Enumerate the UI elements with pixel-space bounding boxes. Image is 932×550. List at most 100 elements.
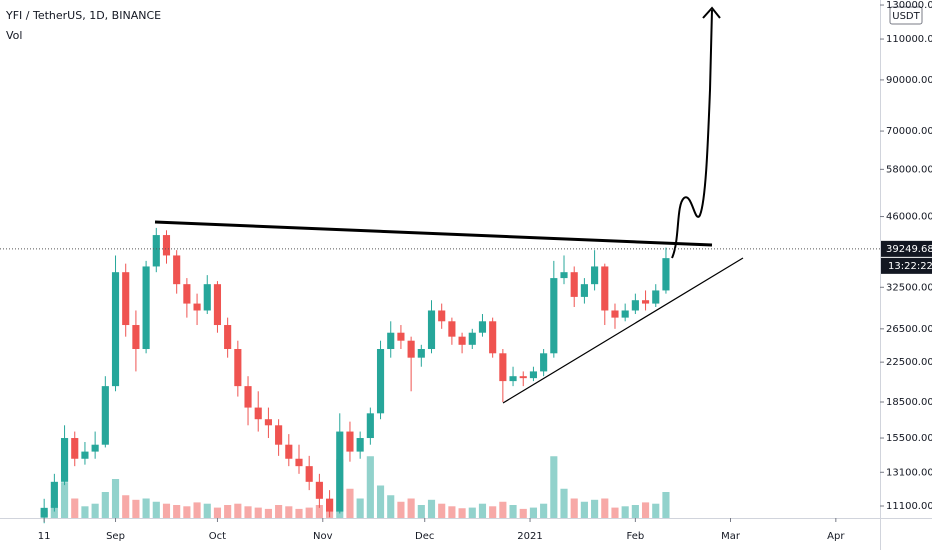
y-tick-label: 110000.00	[886, 34, 932, 45]
x-tick-label: Dec	[415, 531, 434, 542]
candle-body	[366, 413, 374, 439]
volume-bar	[81, 506, 89, 518]
countdown-box	[881, 257, 932, 274]
candle-body	[601, 266, 609, 311]
currency: USDT	[892, 11, 920, 22]
candle-body	[224, 325, 232, 350]
x-tick-label: Oct	[209, 531, 226, 542]
volume-bar	[417, 505, 425, 518]
candle-body	[580, 284, 588, 297]
candle-body	[71, 438, 79, 459]
candle-body	[631, 300, 639, 311]
candle-body	[499, 353, 507, 382]
x-tick-label: Apr	[827, 531, 845, 542]
volume-bar	[315, 505, 323, 518]
candle-body	[387, 332, 395, 350]
candle-body	[438, 310, 446, 322]
candle-body	[40, 507, 48, 518]
volume-bar	[132, 499, 140, 518]
volume-bar	[285, 506, 293, 518]
candle-body	[468, 332, 476, 345]
volume-bar	[162, 503, 171, 518]
candle-body	[244, 386, 252, 408]
candle-body	[550, 278, 558, 354]
y-tick-label: 22500.00	[886, 357, 932, 368]
candle-body	[234, 349, 242, 387]
countdown: 13:22:22	[888, 261, 932, 272]
candle-body	[652, 290, 660, 304]
candle-body	[264, 419, 272, 426]
volume-bar	[356, 498, 364, 518]
volume-bar	[183, 506, 191, 518]
volume-bar	[173, 505, 181, 518]
candle-body	[254, 407, 262, 420]
volume-bar	[641, 502, 650, 518]
candle-body	[427, 310, 436, 350]
candle-body	[111, 272, 120, 387]
volume-bar	[601, 498, 609, 518]
arrow-head	[702, 6, 721, 19]
candle-body	[448, 321, 456, 337]
volume-bar	[591, 499, 599, 518]
candle-body	[101, 386, 109, 445]
candle-body	[458, 336, 466, 345]
volume-bar	[234, 503, 242, 518]
volume-bar	[275, 505, 283, 518]
candle-body	[326, 498, 334, 512]
volume-bar	[346, 488, 354, 518]
y-tick-label: 18500.00	[886, 397, 932, 408]
volume-bar	[448, 506, 456, 518]
projection-arrow	[671, 9, 713, 259]
volume-bar	[91, 503, 99, 518]
volume-bar	[152, 501, 160, 518]
x-tick-label: Nov	[313, 531, 333, 542]
volume-label: Vol	[6, 29, 22, 42]
candle-body	[162, 235, 171, 256]
currency-box	[889, 6, 923, 25]
volume-bar	[111, 479, 120, 518]
candle-body	[50, 481, 58, 508]
volume-bar	[570, 498, 578, 518]
x-tick-label: Mar	[721, 531, 741, 542]
y-tick-label: 32500.00	[886, 282, 932, 293]
volume-bar	[427, 499, 436, 518]
volume-bar	[254, 507, 262, 518]
last-price-box	[881, 240, 932, 257]
volume-bar	[376, 485, 385, 518]
last-price-label: 39249.68	[886, 244, 932, 255]
y-tick-label: 26500.00	[886, 324, 932, 335]
volume-bar	[631, 505, 639, 518]
volume-bar	[478, 503, 487, 518]
volume-bar	[224, 505, 232, 518]
candle-body	[621, 310, 629, 318]
candle-body	[122, 272, 130, 326]
candle-body	[591, 266, 599, 285]
volume-bar	[305, 507, 313, 518]
volume-bar	[499, 501, 507, 518]
y-tick-label: 46000.00	[886, 212, 932, 223]
volume-bar	[60, 482, 69, 518]
candle-body	[152, 235, 160, 267]
candle-body	[213, 284, 222, 326]
resistance-line	[154, 220, 713, 247]
candle-body	[519, 376, 527, 379]
volume-bar	[407, 498, 415, 518]
volume-bar	[71, 498, 79, 518]
volume-bar	[193, 502, 201, 518]
candle-body	[305, 466, 313, 482]
y-tick-label: 130000.00	[886, 0, 932, 11]
volume-bar	[397, 501, 405, 518]
candle-body	[173, 255, 181, 285]
candle-body	[417, 349, 425, 358]
x-tick-label: 2021	[517, 531, 542, 542]
y-tick-label: 70000.00	[886, 126, 932, 137]
candle-body	[509, 376, 517, 382]
volume-bar	[387, 495, 395, 518]
volume-bar	[295, 508, 303, 518]
x-tick-label: 11	[38, 531, 51, 542]
support-line	[502, 257, 744, 404]
candle-body	[132, 325, 140, 350]
volume-bar	[203, 503, 211, 518]
candle-body	[560, 272, 568, 279]
